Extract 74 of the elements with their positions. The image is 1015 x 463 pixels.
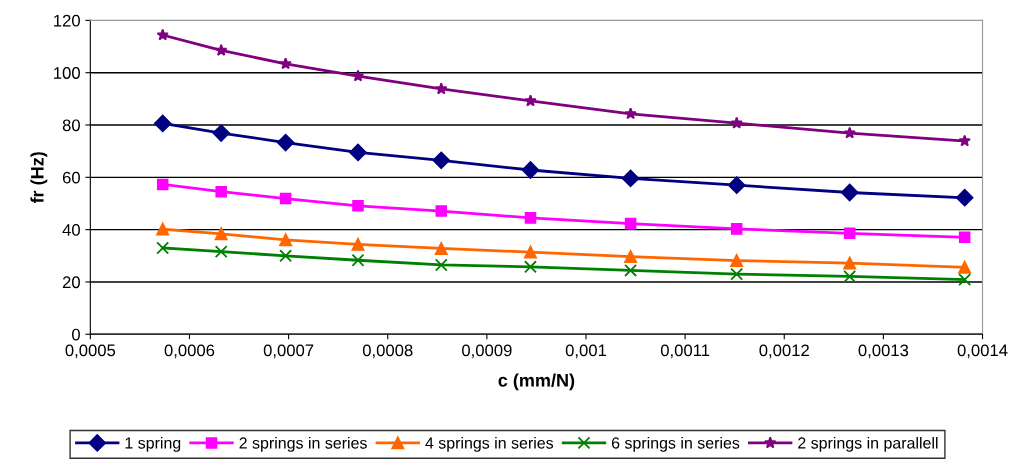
x-tick-label: 0,0012	[759, 344, 809, 359]
x-tick-label: 0,0013	[858, 344, 909, 359]
point	[276, 133, 295, 152]
point	[730, 267, 744, 281]
point	[843, 256, 857, 270]
point	[843, 126, 856, 139]
point	[153, 114, 172, 133]
point	[349, 143, 367, 162]
point	[727, 176, 746, 194]
point	[352, 200, 364, 212]
point	[351, 237, 365, 251]
point	[843, 270, 857, 283]
point	[958, 260, 972, 274]
legend-label: 2 springs in series	[239, 436, 367, 452]
point	[524, 212, 537, 224]
point	[958, 231, 971, 244]
x-tick-label: 0,0009	[462, 344, 512, 359]
point	[279, 57, 292, 70]
point	[624, 107, 637, 120]
x-tick-label: 0,001	[565, 344, 607, 359]
legend-label: 2 springs in parallell	[798, 436, 938, 452]
point	[214, 245, 228, 259]
point	[351, 69, 365, 82]
point	[621, 169, 640, 188]
legend-label: 6 springs in series	[611, 436, 740, 452]
point	[524, 260, 537, 274]
y-tick-label: 60	[62, 171, 80, 184]
point	[730, 254, 744, 267]
y-tick-label: 40	[62, 224, 80, 236]
point	[958, 273, 972, 287]
x-tick-label: 0,0014	[957, 344, 1008, 359]
x-tick-label: 0,0006	[164, 344, 215, 359]
point	[215, 43, 228, 56]
point	[955, 188, 974, 207]
point	[212, 124, 230, 142]
point	[279, 249, 293, 263]
x-axis-title: c (mm/N)	[498, 373, 575, 391]
point	[434, 242, 448, 255]
point	[156, 178, 169, 191]
point	[843, 227, 856, 240]
y-tick-label: 100	[54, 67, 80, 79]
y-tick-label: 20	[62, 276, 80, 289]
point	[524, 245, 537, 259]
x-tick-label: 0,0008	[362, 344, 413, 359]
point	[624, 217, 637, 230]
x-tick-label: 0,0011	[660, 344, 710, 359]
point	[279, 233, 293, 247]
y-axis-title: fr (Hz)	[30, 152, 48, 204]
point	[521, 161, 540, 179]
point	[435, 82, 448, 95]
point	[435, 205, 448, 217]
point	[351, 253, 365, 267]
point	[730, 116, 743, 129]
point	[432, 151, 451, 170]
point	[624, 250, 638, 264]
y-tick-label: 0	[72, 328, 80, 341]
y-tick-label: 80	[62, 119, 80, 132]
legend-label: 4 springs in series	[425, 436, 554, 452]
point	[434, 258, 448, 272]
point	[730, 223, 743, 235]
point	[156, 222, 170, 236]
point	[156, 28, 169, 41]
point	[524, 94, 537, 107]
point	[279, 192, 292, 205]
point	[156, 241, 170, 255]
point	[214, 227, 228, 241]
legend-label: 1 spring	[125, 436, 181, 452]
y-tick-label: 120	[54, 14, 80, 27]
point	[624, 263, 638, 277]
x-tick-label: 0,0005	[65, 344, 116, 359]
x-tick-label: 0,0007	[263, 344, 314, 359]
point	[840, 183, 859, 202]
point	[958, 134, 971, 147]
point	[215, 185, 227, 198]
